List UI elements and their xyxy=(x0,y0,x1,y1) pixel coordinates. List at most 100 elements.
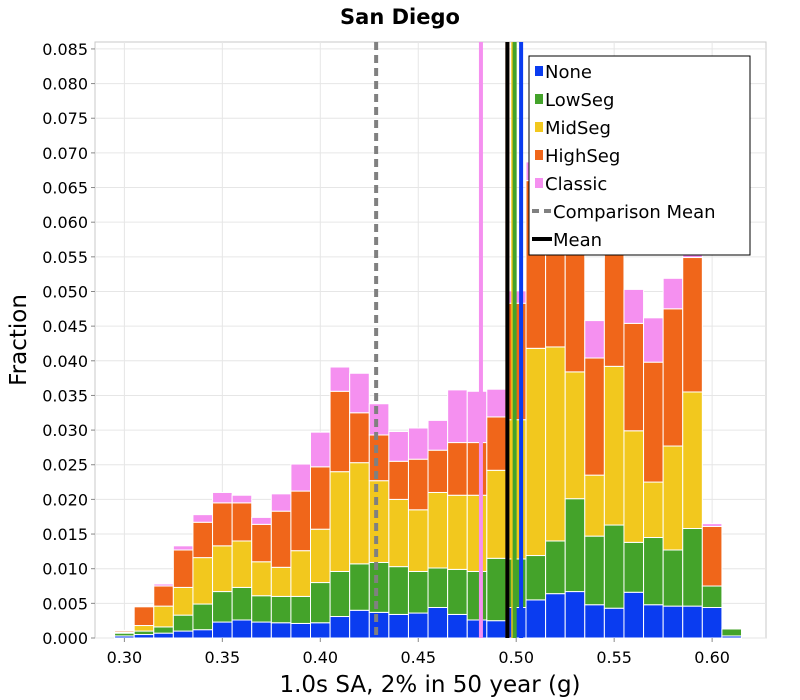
bar-midseg xyxy=(623,430,645,543)
bar-lowseg xyxy=(231,586,253,621)
bar-highseg xyxy=(643,361,664,483)
bar-highseg xyxy=(486,416,507,471)
bar-none xyxy=(407,612,429,639)
bar-lowseg xyxy=(486,557,507,622)
bar-lowseg xyxy=(603,524,625,609)
y-axis-label: Fraction xyxy=(6,294,32,386)
bar-highseg xyxy=(427,449,449,493)
bar-none xyxy=(329,616,351,639)
y-tick-label: 0.075 xyxy=(42,109,88,128)
x-axis-label: 1.0s SA, 2% in 50 year (g) xyxy=(279,672,580,698)
y-tick-label: 0.030 xyxy=(42,421,88,440)
bar-lowseg xyxy=(153,626,174,634)
bar-none xyxy=(212,621,233,639)
bar-highseg xyxy=(153,585,174,607)
bar-lowseg xyxy=(721,628,743,637)
bar-midseg xyxy=(212,545,233,593)
bar-classic xyxy=(349,372,370,414)
bar-midseg xyxy=(329,471,351,572)
legend-swatch-lowseg xyxy=(535,94,543,104)
bar-classic xyxy=(407,427,429,460)
legend-label-classic: Classic xyxy=(545,174,607,195)
bar-highseg xyxy=(329,390,351,473)
bar-none xyxy=(682,605,703,639)
y-tick-label: 0.085 xyxy=(42,40,88,59)
x-tick-label: 0.30 xyxy=(107,648,143,667)
bar-none xyxy=(466,619,488,639)
bar-highseg xyxy=(349,412,370,464)
bar-midseg xyxy=(133,625,155,632)
bar-midseg xyxy=(251,561,272,597)
bar-lowseg xyxy=(349,563,370,611)
bar-lowseg xyxy=(643,537,664,606)
bar-lowseg xyxy=(172,614,194,632)
x-tick-label: 0.50 xyxy=(498,648,534,667)
legend-label-mean: Mean xyxy=(553,230,602,251)
x-tick-label: 0.55 xyxy=(596,648,632,667)
bar-midseg xyxy=(564,371,586,500)
bar-lowseg xyxy=(525,555,547,601)
bar-none xyxy=(231,619,253,639)
bar-highseg xyxy=(212,502,233,547)
bar-none xyxy=(564,591,586,639)
bar-midseg xyxy=(270,566,292,597)
bar-none xyxy=(310,622,331,639)
bar-none xyxy=(701,607,723,639)
bar-classic xyxy=(701,523,723,527)
bar-classic xyxy=(192,514,214,523)
bar-none xyxy=(545,593,566,639)
bar-midseg xyxy=(290,550,312,597)
bar-none xyxy=(447,613,468,639)
bar-none xyxy=(388,613,409,639)
bar-highseg xyxy=(466,442,488,496)
bar-midseg xyxy=(427,491,449,569)
legend: None LowSeg MidSeg HighSeg Classic Comparison… xyxy=(528,55,751,256)
bar-highseg xyxy=(192,521,214,559)
bar-midseg xyxy=(447,494,468,570)
bar-highseg xyxy=(368,434,390,482)
y-tick-label: 0.000 xyxy=(42,629,88,648)
bar-midseg xyxy=(643,481,664,539)
bar-none xyxy=(133,634,155,639)
y-tick-label: 0.040 xyxy=(42,352,88,371)
bar-lowseg xyxy=(290,595,312,624)
bar-lowseg xyxy=(682,528,703,607)
bar-highseg xyxy=(251,523,272,563)
legend-label-comparison-mean: Comparison Mean xyxy=(553,202,716,223)
bar-none xyxy=(172,630,194,639)
bar-classic xyxy=(114,629,135,632)
legend-swatch-none xyxy=(535,66,543,76)
bar-classic xyxy=(447,389,468,444)
chart-title: San Diego xyxy=(340,5,460,29)
bar-lowseg xyxy=(701,585,723,609)
legend-swatch-classic xyxy=(535,178,543,188)
y-tick-label: 0.020 xyxy=(42,490,88,509)
bar-highseg xyxy=(231,502,253,542)
bar-midseg xyxy=(349,462,370,565)
bar-none xyxy=(427,607,449,639)
bar-classic xyxy=(466,390,488,444)
bar-lowseg xyxy=(310,582,331,624)
y-tick-label: 0.005 xyxy=(42,594,88,613)
bar-classic xyxy=(172,545,194,551)
y-tick-label: 0.050 xyxy=(42,282,88,301)
bar-lowseg xyxy=(251,595,272,623)
y-tick-label: 0.045 xyxy=(42,317,88,336)
bar-none xyxy=(623,591,645,639)
bar-lowseg xyxy=(662,549,684,607)
bar-classic xyxy=(231,494,253,504)
legend-label-none: None xyxy=(545,62,592,83)
bar-lowseg xyxy=(545,540,566,595)
y-tick-label: 0.035 xyxy=(42,386,88,405)
bar-classic xyxy=(270,493,292,512)
x-tick-label: 0.35 xyxy=(205,648,241,667)
legend-box xyxy=(528,55,751,256)
bar-classic xyxy=(329,366,351,392)
bar-lowseg xyxy=(192,603,214,631)
bar-lowseg xyxy=(407,570,429,614)
bar-highseg xyxy=(133,606,155,627)
y-tick-label: 0.060 xyxy=(42,213,88,232)
bar-highseg xyxy=(447,442,468,496)
bar-midseg xyxy=(388,498,409,568)
